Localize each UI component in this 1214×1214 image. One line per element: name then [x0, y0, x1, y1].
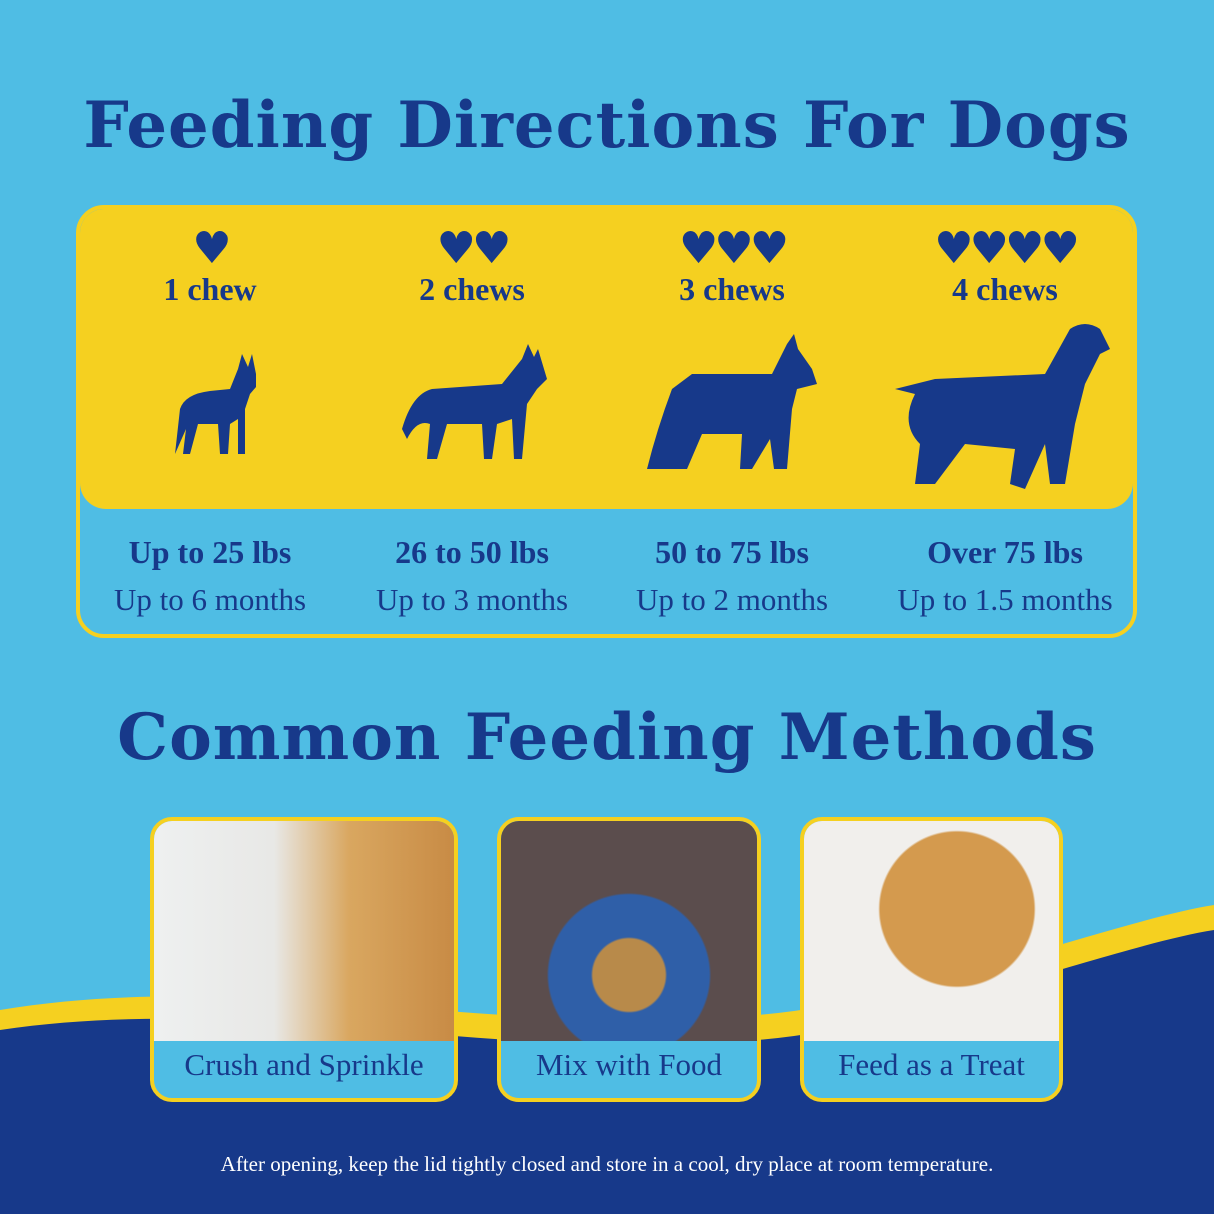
dog-sniffing-bowl-photo: [154, 821, 454, 1041]
supply-duration: Up to 3 months: [375, 582, 569, 617]
method-card-mix: Mix with Food: [497, 817, 761, 1102]
dosage-panel: ♥ 1 chew Up to 25 lbs Up to 6 months ♥♥ …: [76, 205, 1137, 638]
weight-range: 26 to 50 lbs: [395, 534, 549, 570]
heart-icon: ♥♥♥♥: [934, 223, 1080, 274]
supply-duration: Up to 6 months: [113, 582, 307, 617]
method-label: Crush and Sprinkle: [184, 1047, 424, 1082]
method-card-crush: Crush and Sprinkle: [150, 817, 458, 1102]
method-card-treat: Feed as a Treat: [800, 817, 1063, 1102]
weight-range: 50 to 75 lbs: [655, 534, 809, 570]
heart-icon: ♥♥: [436, 223, 512, 274]
chew-count: 2 chews: [419, 271, 525, 307]
weight-range: Up to 25 lbs: [128, 534, 292, 570]
dog-treat-photo: [804, 821, 1059, 1041]
supply-duration: Up to 1.5 months: [897, 582, 1113, 617]
storage-note: After opening, keep the lid tightly clos…: [220, 1152, 994, 1176]
extra-large-dog-icon: [895, 324, 1110, 489]
page-title: Feeding Directions For Dogs: [83, 88, 1131, 163]
heart-icon: ♥: [192, 223, 231, 274]
weight-range: Over 75 lbs: [927, 534, 1083, 570]
methods-title: Common Feeding Methods: [117, 700, 1097, 775]
medium-dog-icon: [402, 344, 547, 459]
dosage-header: [80, 209, 1133, 509]
method-label: Mix with Food: [535, 1047, 723, 1082]
chew-count: 1 chew: [163, 271, 257, 307]
dog-eating-bowl-photo: [501, 821, 757, 1041]
heart-icon: ♥♥♥: [678, 223, 789, 274]
chew-count: 3 chews: [679, 271, 785, 307]
small-dog-icon: [175, 354, 256, 454]
method-label: Feed as a Treat: [838, 1047, 1025, 1082]
supply-duration: Up to 2 months: [635, 582, 829, 617]
large-dog-icon: [647, 334, 817, 469]
chew-count: 4 chews: [952, 271, 1058, 307]
